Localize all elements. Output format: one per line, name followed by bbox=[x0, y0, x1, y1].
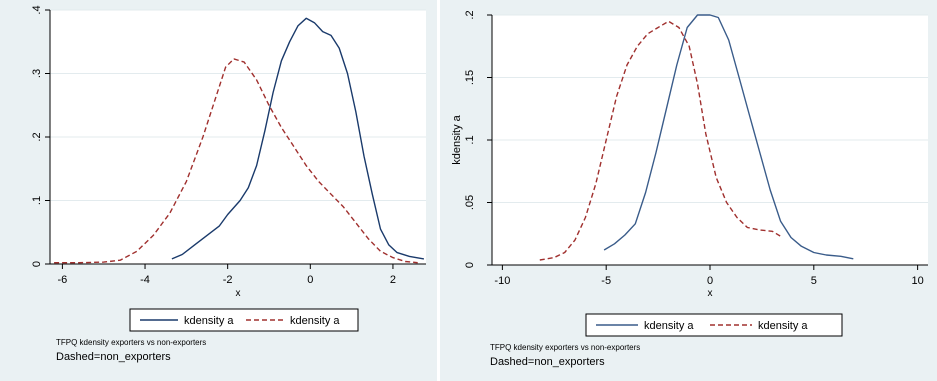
x-tick-label-1: -5 bbox=[601, 275, 611, 287]
y-tick-label-0: 0 bbox=[464, 262, 476, 268]
legend-box bbox=[129, 308, 359, 332]
left-note-line-2: Dashed=non_exporters bbox=[56, 351, 171, 363]
x-tick-label-0: -10 bbox=[494, 275, 510, 287]
x-tick-label-3: 0 bbox=[307, 274, 313, 286]
series-line-dashed bbox=[539, 20, 784, 261]
legend-label-1: kdensity a bbox=[290, 315, 340, 327]
legend-label-1: kdensity a bbox=[758, 320, 808, 332]
y-tick-label-1: .1 bbox=[31, 196, 43, 205]
x-tick-label-2: -2 bbox=[223, 274, 233, 286]
x-axis-title: x bbox=[236, 288, 241, 299]
series-line-solid bbox=[171, 17, 425, 260]
x-tick-label-0: -6 bbox=[58, 274, 68, 286]
right-chart-panel: 0 .05 .1 .15 .2 -10 -5 0 5 10 x kdensity a kdensity … bbox=[440, 0, 937, 381]
left-density-chart: 0 .1 .2 .3 .4 -6 -4 -2 0 2 x kdensity a kdensity a bbox=[31, 5, 426, 332]
right-note-line-1: TFPQ kdensity exporters vs non-exporters bbox=[490, 343, 641, 352]
y-tick-label-4: .2 bbox=[464, 10, 476, 19]
y-axis-title: kdensity a bbox=[451, 114, 463, 164]
series-line-solid bbox=[603, 14, 854, 260]
x-tick-label-1: -4 bbox=[140, 274, 150, 286]
legend-label-0: kdensity a bbox=[644, 320, 694, 332]
x-tick-label-3: 5 bbox=[811, 275, 817, 287]
legend-label-0: kdensity a bbox=[184, 315, 234, 327]
x-axis-title: x bbox=[708, 288, 713, 299]
y-tick-label-4: .4 bbox=[31, 5, 43, 14]
left-note-line-1: TFPQ kdensity exporters vs non-exporters bbox=[56, 338, 207, 347]
x-tick-label-4: 2 bbox=[390, 274, 396, 286]
y-tick-label-2: .2 bbox=[31, 132, 43, 141]
y-tick-label-3: .15 bbox=[464, 70, 476, 85]
x-tick-label-4: 10 bbox=[911, 275, 923, 287]
x-tick-label-2: 0 bbox=[707, 275, 713, 287]
right-density-chart: 0 .05 .1 .15 .2 -10 -5 0 5 10 x kdensity a kdensity … bbox=[451, 10, 928, 337]
right-note-line-2: Dashed=non_exporters bbox=[490, 356, 605, 368]
left-chart-panel: 0 .1 .2 .3 .4 -6 -4 -2 0 2 x kdensity a kdensity a T… bbox=[0, 0, 437, 381]
y-tick-label-2: .1 bbox=[464, 135, 476, 144]
y-tick-label-3: .3 bbox=[31, 69, 43, 78]
y-tick-label-0: 0 bbox=[31, 261, 43, 267]
y-tick-label-1: .05 bbox=[464, 195, 476, 210]
series-line-dashed bbox=[54, 58, 418, 264]
